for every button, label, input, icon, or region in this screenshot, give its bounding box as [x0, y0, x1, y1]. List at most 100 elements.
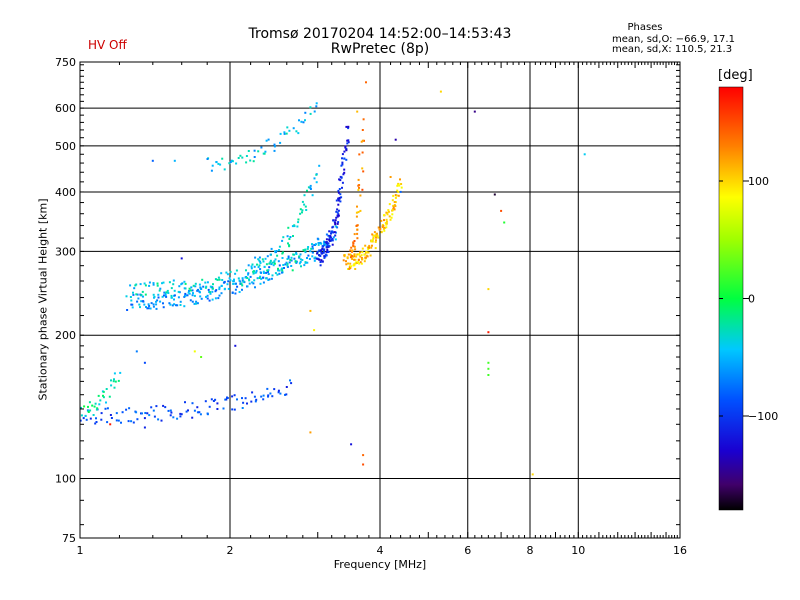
data-point	[216, 408, 219, 410]
data-point	[316, 237, 319, 240]
data-point	[222, 407, 225, 410]
data-point	[367, 251, 370, 254]
data-point	[262, 398, 265, 401]
data-point	[211, 286, 214, 289]
data-point	[286, 235, 289, 238]
data-point	[365, 81, 367, 84]
data-point	[169, 414, 172, 417]
data-point	[253, 265, 256, 268]
data-point	[311, 255, 314, 258]
data-point	[487, 331, 490, 334]
data-point	[254, 286, 256, 289]
data-point	[98, 403, 101, 406]
data-point	[355, 215, 358, 218]
data-point	[206, 281, 209, 284]
data-point	[247, 273, 249, 276]
data-point	[207, 288, 210, 291]
data-point	[206, 294, 209, 297]
data-point	[315, 181, 318, 184]
data-point	[350, 246, 353, 249]
chart-subtitle: RwPretec (8p)	[330, 41, 430, 57]
data-point	[322, 251, 325, 254]
data-point	[211, 287, 214, 290]
data-point	[337, 203, 340, 206]
data-point	[334, 238, 337, 241]
data-point	[177, 290, 180, 293]
data-point	[250, 265, 253, 268]
data-point	[286, 258, 289, 260]
x-tick-label: 2	[227, 544, 234, 557]
data-point	[148, 414, 151, 417]
data-point	[237, 157, 240, 159]
data-point	[269, 253, 272, 256]
data-point	[295, 261, 298, 264]
data-point	[236, 285, 239, 288]
data-point	[173, 159, 176, 162]
data-point	[189, 289, 192, 292]
data-point	[356, 232, 359, 235]
data-point	[270, 247, 273, 250]
data-point	[363, 139, 365, 142]
data-point	[183, 305, 186, 308]
data-point	[336, 211, 339, 214]
data-point	[142, 300, 145, 303]
data-point	[218, 294, 221, 297]
data-point	[374, 234, 377, 237]
data-point	[276, 273, 279, 276]
data-point	[267, 269, 270, 272]
data-point	[257, 258, 260, 261]
data-point	[313, 177, 316, 180]
data-point	[493, 193, 496, 196]
data-point	[304, 248, 307, 251]
data-point	[241, 279, 244, 282]
data-point	[105, 388, 108, 390]
data-point	[287, 226, 290, 229]
data-point	[356, 205, 358, 208]
data-point	[394, 196, 397, 199]
data-point	[313, 110, 316, 113]
data-point	[355, 255, 358, 258]
data-point	[192, 284, 195, 287]
data-point	[285, 261, 288, 264]
data-point	[126, 309, 129, 311]
data-point	[179, 415, 182, 418]
data-point	[302, 121, 305, 124]
data-point	[262, 260, 265, 263]
data-point	[397, 191, 400, 193]
data-point	[227, 287, 230, 290]
data-point	[356, 228, 359, 231]
data-point	[337, 199, 340, 202]
data-point	[303, 264, 306, 267]
data-point	[325, 251, 328, 254]
data-point	[283, 132, 286, 135]
data-point	[212, 283, 214, 286]
data-point	[321, 247, 324, 250]
data-point	[315, 173, 318, 176]
data-point	[152, 303, 155, 306]
data-point	[226, 397, 229, 399]
data-point	[110, 379, 112, 382]
data-point	[333, 231, 336, 234]
data-point	[186, 294, 189, 297]
data-point	[343, 254, 346, 257]
data-point	[500, 209, 503, 212]
data-point	[206, 412, 209, 415]
x-tick-label: 4	[377, 544, 384, 557]
data-point	[88, 401, 91, 404]
x-axis-label: Frequency [MHz]	[333, 558, 427, 571]
data-point	[327, 242, 330, 245]
data-point	[354, 268, 357, 270]
data-point	[288, 261, 291, 264]
data-point	[130, 299, 133, 302]
data-point	[241, 156, 244, 159]
data-point	[265, 271, 268, 274]
data-point	[170, 296, 173, 299]
data-point	[345, 147, 348, 150]
y-tick-label: 100	[55, 473, 76, 486]
data-point	[361, 258, 364, 261]
data-point	[276, 254, 279, 257]
data-point	[487, 367, 490, 370]
data-point	[104, 407, 107, 410]
data-point	[183, 280, 186, 283]
data-point	[141, 290, 144, 293]
